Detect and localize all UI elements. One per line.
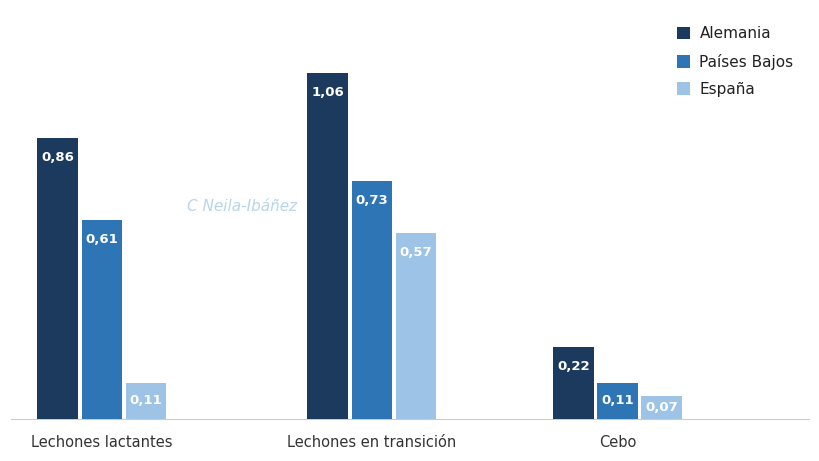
Bar [351,181,391,419]
Text: 0,07: 0,07 [645,401,677,414]
Text: 0,86: 0,86 [41,151,74,165]
Bar [640,396,681,419]
Text: 0,61: 0,61 [85,233,118,246]
Bar [552,347,593,419]
Bar [82,220,122,419]
Text: 1,06: 1,06 [311,86,344,99]
Text: 0,11: 0,11 [129,395,162,408]
Bar [307,73,348,419]
Bar [396,233,436,419]
Text: 0,11: 0,11 [600,395,633,408]
Text: 0,22: 0,22 [556,360,589,373]
Bar [38,138,78,419]
Text: C Neila-Ibáñez: C Neila-Ibáñez [188,199,297,214]
Text: 0,73: 0,73 [355,194,388,207]
Text: 0,57: 0,57 [400,246,432,259]
Bar [596,383,637,419]
Bar [125,383,166,419]
Legend: Alemania, Países Bajos, España: Alemania, Países Bajos, España [668,19,800,105]
